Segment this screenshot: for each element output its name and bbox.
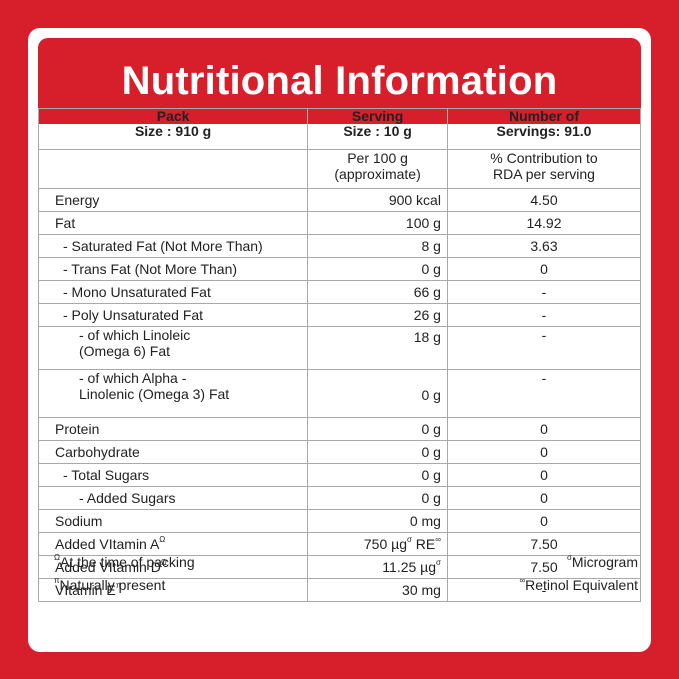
- nutrient-name: - Poly Unsaturated Fat: [37, 303, 309, 327]
- rda-header: % Contribution to RDA per serving: [446, 149, 642, 189]
- table-row: Added VItamin AΩ 750 µgσ RE∞ 7.50: [37, 532, 642, 556]
- rda-value: 0: [446, 486, 642, 510]
- nutrient-value: 0 g: [307, 440, 448, 464]
- nutrient-name: Added VItamin AΩ: [37, 532, 309, 556]
- nutrient-value: 0 mg: [307, 509, 448, 533]
- nutrient-value: 30 mg: [307, 578, 448, 602]
- nutrient-value: 8 g: [307, 234, 448, 258]
- rda-value: 7.50: [446, 532, 642, 556]
- footnote-microgram: σMicrogram: [566, 553, 638, 571]
- rda-value: 0: [446, 440, 642, 464]
- nutrition-table: Pack Size : 910 g Serving Size : 10 g Nu…: [37, 108, 642, 602]
- nutrient-name: - Total Sugars: [37, 463, 309, 487]
- serving-size-header: Serving Size : 10 g: [307, 108, 448, 150]
- footnote-packing: ΩAt the time of packing: [54, 553, 195, 571]
- nutrient-name: Added VItamin DΩ: [37, 555, 309, 579]
- table-row: - of which Linoleic (Omega 6) Fat 18 g-: [37, 326, 642, 370]
- page-title: Nutritional Information: [121, 58, 558, 103]
- table-row: Added VItamin DΩ 11.25 µgσ 7.50: [37, 555, 642, 579]
- rda-value: 0: [446, 257, 642, 281]
- nutrient-value: 0 g: [307, 463, 448, 487]
- nutrient-value: 750 µgσ RE∞: [307, 532, 448, 556]
- nutrient-value: 0 g: [307, 486, 448, 510]
- rda-value: -: [446, 369, 642, 418]
- footnote-natural: πNaturally present: [54, 576, 166, 594]
- nutrient-name: - of which Linoleic (Omega 6) Fat: [37, 326, 309, 370]
- rda-value: 0: [446, 463, 642, 487]
- nutrient-value: 0 g: [307, 417, 448, 441]
- nutrient-name: - of which Alpha - Linolenic (Omega 3) Fa…: [37, 369, 309, 418]
- table-row: VItamin Eπ 30 mg -: [37, 578, 642, 602]
- table-row: - Mono Unsaturated Fat 66 g-: [37, 280, 642, 304]
- table-header-row: Pack Size : 910 g Serving Size : 10 g Nu…: [37, 108, 642, 150]
- rda-value: -: [446, 326, 642, 370]
- nutrient-rows: Energy 900 kcal 4.50 Fat 100 g 14.92- Saturat…: [37, 188, 642, 602]
- rda-value: 4.50: [446, 188, 642, 212]
- nutrient-value: 11.25 µgσ: [307, 555, 448, 579]
- rda-value: 3.63: [446, 234, 642, 258]
- nutrient-name: - Added Sugars: [37, 486, 309, 510]
- rda-value: 0: [446, 509, 642, 533]
- rda-value: -: [446, 303, 642, 327]
- rda-value: -: [446, 280, 642, 304]
- nutrient-value: 66 g: [307, 280, 448, 304]
- footnote-retinol: ∞Retinol Equivalent: [519, 576, 638, 594]
- nutrient-name: VItamin Eπ: [37, 578, 309, 602]
- per-100g-header: Per 100 g (approximate): [307, 149, 448, 189]
- table-row: - Saturated Fat (Not More Than) 8 g 3.63: [37, 234, 642, 258]
- nutrient-name: - Saturated Fat (Not More Than): [37, 234, 309, 258]
- pack-size-header: Pack Size : 910 g: [37, 108, 309, 150]
- nutrient-name: - Trans Fat (Not More Than): [37, 257, 309, 281]
- nutrition-card: Nutritional Information Pack Size : 910 …: [28, 28, 651, 652]
- table-row: - of which Alpha - Linolenic (Omega 3) Fa…: [37, 369, 642, 418]
- nutrient-value: 0 g: [307, 369, 448, 418]
- table-row: Fat 100 g 14.92: [37, 211, 642, 235]
- nutrient-value: 0 g: [307, 257, 448, 281]
- nutrient-name: Sodium: [37, 509, 309, 533]
- nutrient-value: 18 g: [307, 326, 448, 370]
- table-subheader-row: Per 100 g (approximate) % Contribution t…: [37, 149, 642, 189]
- nutrient-value: 26 g: [307, 303, 448, 327]
- nutrient-name: Energy: [37, 188, 309, 212]
- nutrient-name: Carbohydrate: [37, 440, 309, 464]
- rda-value: 7.50: [446, 555, 642, 579]
- table-row: Energy 900 kcal 4.50: [37, 188, 642, 212]
- table-row: - Poly Unsaturated Fat 26 g-: [37, 303, 642, 327]
- nutrient-value: 900 kcal: [307, 188, 448, 212]
- nutrient-name: Protein: [37, 417, 309, 441]
- rda-value: 14.92: [446, 211, 642, 235]
- nutrient-name: - Mono Unsaturated Fat: [37, 280, 309, 304]
- nutrient-value: 100 g: [307, 211, 448, 235]
- nutrient-name: Fat: [37, 211, 309, 235]
- servings-count-header: Number of Servings: 91.0: [446, 108, 642, 150]
- table-row: Sodium 0 mg 0: [37, 509, 642, 533]
- rda-value: -: [446, 578, 642, 602]
- rda-value: 0: [446, 417, 642, 441]
